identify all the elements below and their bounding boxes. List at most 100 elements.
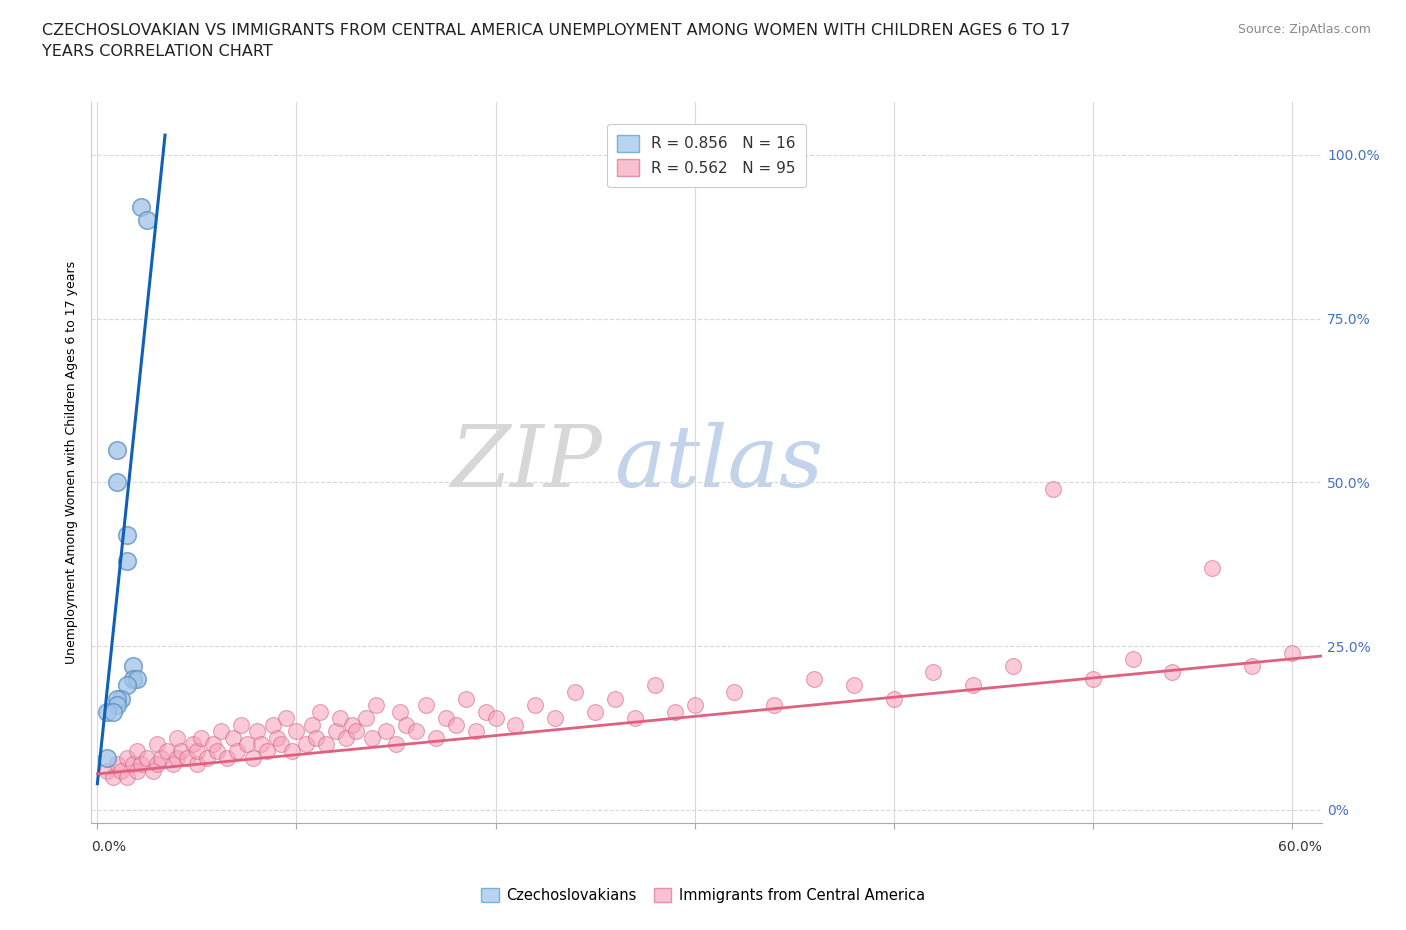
Point bbox=[170, 744, 193, 759]
Point bbox=[683, 698, 706, 712]
Point bbox=[96, 764, 118, 778]
Point bbox=[644, 678, 666, 693]
Point bbox=[156, 744, 179, 759]
Point bbox=[364, 698, 387, 712]
Point bbox=[209, 724, 232, 738]
Point bbox=[142, 764, 165, 778]
Point bbox=[166, 751, 188, 765]
Point bbox=[270, 737, 292, 751]
Point bbox=[262, 717, 284, 732]
Point bbox=[105, 691, 128, 706]
Point bbox=[344, 724, 367, 738]
Point bbox=[1002, 658, 1025, 673]
Point bbox=[96, 751, 118, 765]
Point bbox=[266, 730, 288, 745]
Point bbox=[295, 737, 318, 751]
Point bbox=[129, 757, 152, 772]
Point bbox=[524, 698, 547, 712]
Point bbox=[215, 751, 238, 765]
Point bbox=[474, 704, 496, 719]
Point bbox=[235, 737, 257, 751]
Point bbox=[181, 737, 204, 751]
Point bbox=[325, 724, 347, 738]
Point bbox=[186, 757, 208, 772]
Point bbox=[354, 711, 377, 725]
Point bbox=[301, 717, 323, 732]
Point bbox=[115, 751, 138, 765]
Point bbox=[340, 717, 363, 732]
Point bbox=[103, 704, 125, 719]
Text: ZIP: ZIP bbox=[450, 421, 602, 504]
Point bbox=[723, 684, 745, 699]
Point bbox=[256, 744, 278, 759]
Text: YEARS CORRELATION CHART: YEARS CORRELATION CHART bbox=[42, 44, 273, 59]
Point bbox=[176, 751, 198, 765]
Point bbox=[246, 724, 269, 738]
Point bbox=[803, 671, 825, 686]
Point bbox=[385, 737, 408, 751]
Point bbox=[505, 717, 527, 732]
Point bbox=[922, 665, 945, 680]
Point bbox=[425, 730, 447, 745]
Point bbox=[1042, 482, 1064, 497]
Point bbox=[115, 527, 138, 542]
Point bbox=[115, 678, 138, 693]
Point bbox=[315, 737, 337, 751]
Point bbox=[415, 698, 437, 712]
Text: 60.0%: 60.0% bbox=[1278, 840, 1322, 854]
Point bbox=[249, 737, 271, 751]
Point bbox=[1081, 671, 1104, 686]
Point bbox=[162, 757, 184, 772]
Point bbox=[309, 704, 332, 719]
Point bbox=[1161, 665, 1184, 680]
Point bbox=[1281, 645, 1303, 660]
Point bbox=[205, 744, 228, 759]
Point bbox=[110, 691, 132, 706]
Point bbox=[129, 200, 152, 215]
Point bbox=[136, 213, 159, 228]
Point bbox=[388, 704, 411, 719]
Point bbox=[146, 757, 169, 772]
Point bbox=[122, 658, 145, 673]
Point bbox=[1201, 560, 1223, 575]
Point bbox=[395, 717, 418, 732]
Point bbox=[276, 711, 298, 725]
Legend: Czechoslovakians, Immigrants from Central America: Czechoslovakians, Immigrants from Centra… bbox=[475, 882, 931, 909]
Point bbox=[624, 711, 647, 725]
Point bbox=[842, 678, 865, 693]
Point bbox=[229, 717, 252, 732]
Legend: R = 0.856   N = 16, R = 0.562   N = 95: R = 0.856 N = 16, R = 0.562 N = 95 bbox=[607, 125, 806, 187]
Point bbox=[444, 717, 467, 732]
Point bbox=[195, 751, 218, 765]
Point bbox=[110, 764, 132, 778]
Point bbox=[150, 751, 173, 765]
Point bbox=[127, 744, 149, 759]
Point bbox=[329, 711, 352, 725]
Point bbox=[105, 442, 128, 457]
Point bbox=[105, 475, 128, 490]
Text: CZECHOSLOVAKIAN VS IMMIGRANTS FROM CENTRAL AMERICA UNEMPLOYMENT AMONG WOMEN WITH: CZECHOSLOVAKIAN VS IMMIGRANTS FROM CENTR… bbox=[42, 23, 1070, 38]
Point bbox=[434, 711, 457, 725]
Point bbox=[1240, 658, 1263, 673]
Point bbox=[583, 704, 606, 719]
Point bbox=[603, 691, 626, 706]
Point bbox=[105, 698, 128, 712]
Point bbox=[962, 678, 984, 693]
Point bbox=[225, 744, 247, 759]
Point bbox=[222, 730, 245, 745]
Point bbox=[242, 751, 264, 765]
Point bbox=[1121, 652, 1143, 667]
Point bbox=[127, 671, 149, 686]
Point bbox=[484, 711, 506, 725]
Point bbox=[544, 711, 567, 725]
Y-axis label: Unemployment Among Women with Children Ages 6 to 17 years: Unemployment Among Women with Children A… bbox=[65, 261, 79, 664]
Point bbox=[105, 757, 128, 772]
Point bbox=[454, 691, 477, 706]
Point bbox=[405, 724, 427, 738]
Point bbox=[305, 730, 328, 745]
Point bbox=[285, 724, 308, 738]
Point bbox=[335, 730, 357, 745]
Point bbox=[883, 691, 905, 706]
Point bbox=[136, 751, 159, 765]
Point bbox=[166, 730, 188, 745]
